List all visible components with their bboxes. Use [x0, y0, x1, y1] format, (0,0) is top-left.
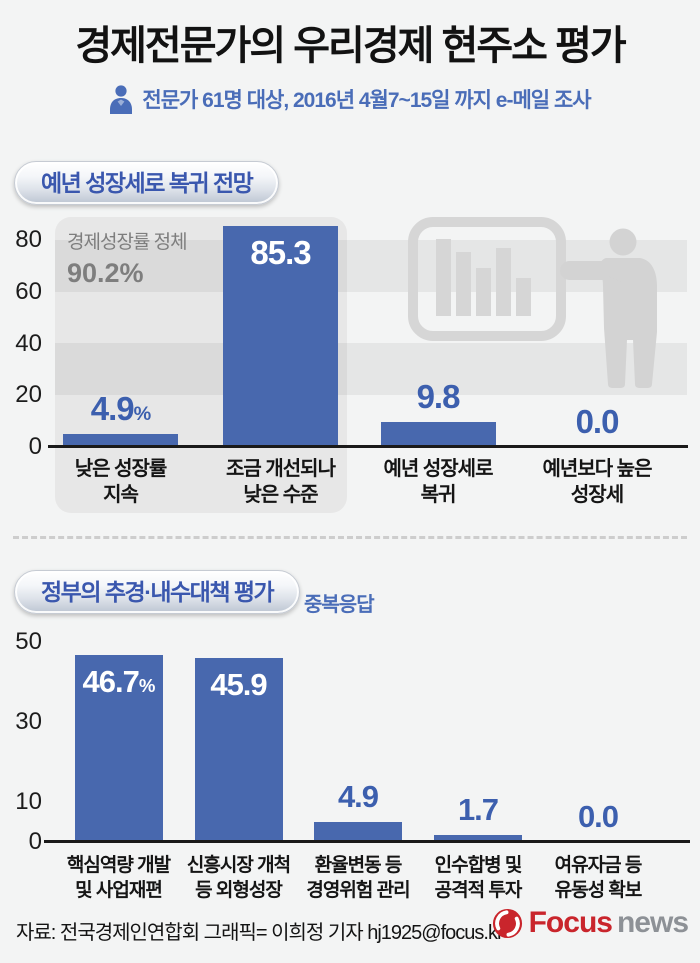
gridband-40-20 [55, 343, 687, 395]
chart1-annotation: 경제성장률 정체 90.2% [67, 227, 188, 289]
focus-swirl-icon [491, 907, 524, 940]
subtitle-text: 전문가 61명 대상, 2016년 4월7~15일 까지 e-메일 조사 [142, 89, 591, 112]
category-label: 여유자금 등 유동성 확보 [554, 855, 643, 901]
section1-badge: 예년 성장세로 복귀 전망 [14, 161, 280, 205]
chart1-axis-line [48, 445, 688, 448]
y-tick-label: 0 [28, 828, 42, 855]
y-tick-label: 20 [15, 381, 42, 409]
y-tick-label: 30 [15, 708, 42, 735]
bar-4 [434, 835, 522, 841]
bar-value-label: 85.3 [250, 234, 311, 272]
bar-2 [223, 226, 338, 446]
bar-3 [314, 822, 402, 841]
bar-1 [63, 434, 178, 446]
section2-badge: 정부의 추경·내수대책 평가 [14, 570, 301, 614]
person-icon [109, 84, 133, 114]
bar-3 [380, 421, 496, 446]
focus-news-logo: Focus news [491, 906, 689, 940]
bar-value-label: 45.9 [210, 667, 267, 703]
category-label: 신흥시장 개척 등 외형성장 [186, 855, 291, 901]
bar-2 [194, 658, 283, 841]
bar-value-label: 1.7 [457, 792, 499, 828]
bar-value-label: 0.0 [575, 403, 620, 440]
subtitle: 전문가 61명 대상, 2016년 4월7~15일 까지 e-메일 조사 [0, 84, 700, 114]
bar-value-label: 9.8 [416, 377, 461, 415]
category-label: 예년보다 높은 성장세 [542, 458, 653, 506]
multiple-response-note: 중복응답 [304, 594, 375, 616]
y-tick-label: 10 [15, 788, 42, 815]
y-tick-label: 40 [15, 329, 42, 357]
category-label: 예년 성장세로 복귀 [383, 458, 494, 506]
dashed-divider [13, 536, 687, 539]
y-tick-label: 50 [15, 628, 42, 655]
source-credit: 자료: 전국경제인연합회 그래픽= 이희정 기자 hj1925@focus.kr [16, 922, 504, 944]
y-tick-label: 80 [15, 226, 42, 253]
y-tick-label: 60 [15, 277, 42, 305]
logo-word-news: news [616, 906, 689, 939]
category-label: 낮은 성장률 지속 [74, 458, 168, 506]
presentation-chart-icon [408, 217, 566, 346]
category-label: 조금 개선되나 낮은 수준 [226, 458, 336, 506]
chart2-axis-line [44, 840, 690, 843]
logo-word-focus: Focus [528, 906, 613, 939]
category-label: 인수합병 및 공격적 투자 [434, 855, 523, 901]
category-label: 환율변동 등 경영위험 관리 [306, 855, 410, 901]
y-tick-label: 0 [28, 433, 42, 460]
page-title: 경제전문가의 우리경제 현주소 평가 [75, 24, 626, 68]
presenter-silhouette-icon [560, 228, 664, 393]
bar-value-label: 4.9 [337, 779, 379, 815]
annotation-line2: 90.2% [67, 258, 144, 288]
category-label: 핵심역량 개발 및 사업재편 [66, 855, 171, 901]
bar-value-label: 0.0 [577, 799, 619, 834]
bar-value-label: 4.9% [90, 390, 151, 428]
annotation-line1: 경제성장률 정체 [67, 232, 188, 253]
bar-value-label: 46.7% [82, 664, 156, 700]
bar-1 [74, 655, 163, 841]
